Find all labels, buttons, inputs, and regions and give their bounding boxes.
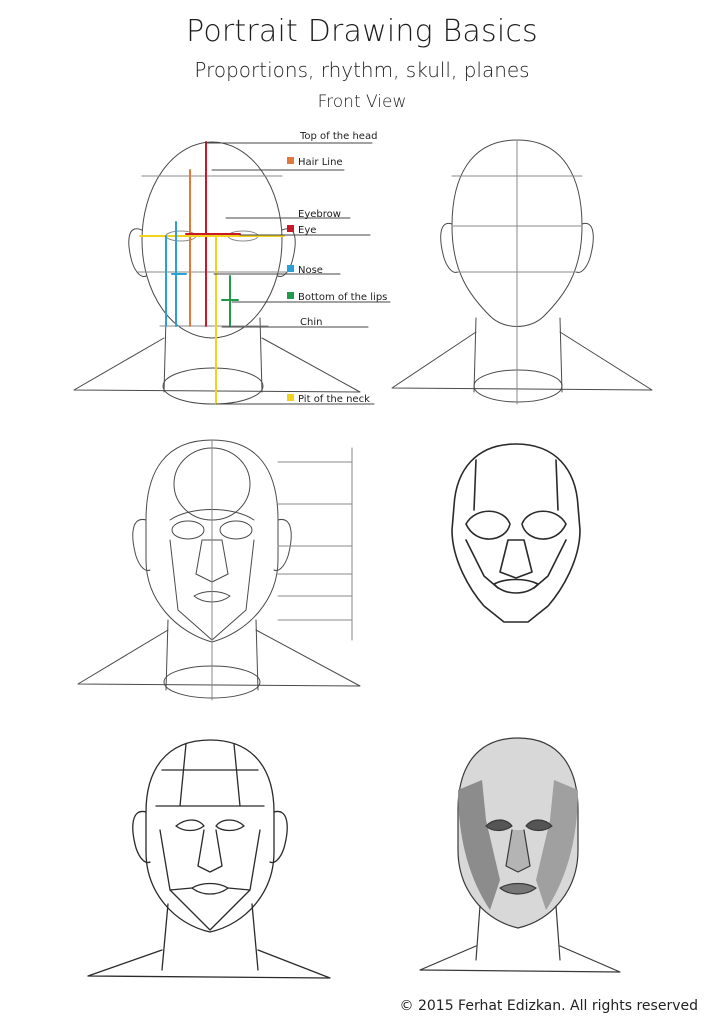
neck-swatch [287,394,294,401]
label-nose: Nose [298,265,323,276]
mouth [191,882,229,895]
left-eye-socket [171,520,205,540]
leader-lines [205,142,391,405]
left-ear [132,810,151,864]
label-chin: Chin [300,317,322,328]
forehead-planes [155,743,265,807]
shadow-right [536,780,578,910]
left-eye [485,819,513,832]
skull-outline [451,443,581,623]
left-orbit [465,510,511,540]
right-eye-socket [219,520,253,540]
right-eye [525,819,553,832]
head-oval [141,141,283,339]
left-ear [128,228,147,277]
page-title: Portrait Drawing Basics [186,14,538,49]
nose [197,829,223,873]
eye-swatch [287,225,294,232]
label-bottom-of-lips: Bottom of the lips [298,292,387,303]
right-ear [273,518,292,571]
right-eye [215,819,245,832]
mouth [499,882,537,895]
label-group: Top of the head Hair Line Eyebrow Eye No… [287,131,387,405]
mouth [193,591,231,603]
label-top-of-head: Top of the head [299,131,377,142]
neck [473,317,563,393]
panel-skull [451,443,581,623]
panel-planes [87,739,331,979]
nose [505,829,531,873]
copyright-notice: © 2015 Ferhat Edizkan. All rights reserv… [399,998,698,1014]
neck [475,905,561,961]
panel-outline [391,139,653,405]
lips-swatch [287,292,294,299]
label-eye: Eye [298,225,316,236]
right-ear [575,222,594,273]
right-orbit [521,510,567,540]
shadow-left [458,780,500,910]
shoulders [419,945,621,973]
shoulders [87,949,331,979]
cheekbones [465,539,567,589]
label-eyebrow: Eyebrow [298,209,341,220]
teeth [493,578,539,594]
hair-line-swatch [287,157,294,164]
temporal-lines [473,459,559,511]
face-planes [159,829,261,931]
neck [161,903,259,971]
head-outline [145,739,275,933]
left-ear [440,222,459,273]
view-title: Front View [317,92,407,112]
panel-structure [77,439,361,701]
left-eye [175,819,205,832]
page-subtitle: Proportions, rhythm, skull, planes [194,58,530,82]
neck [163,317,263,393]
neck-base [162,367,264,405]
label-hair-line: Hair Line [298,157,343,168]
label-pit-of-neck: Pit of the neck [298,394,370,405]
nasal-cavity [499,539,533,579]
nose-planes [195,539,229,583]
shoulders [391,331,653,391]
nose-swatch [287,265,294,272]
neck-base [473,369,563,403]
proportion-lines [139,141,285,405]
neck [165,619,259,691]
panel-shaded [419,737,621,973]
right-ear [269,810,288,864]
left-ear [132,518,151,571]
shoulders [77,629,361,687]
